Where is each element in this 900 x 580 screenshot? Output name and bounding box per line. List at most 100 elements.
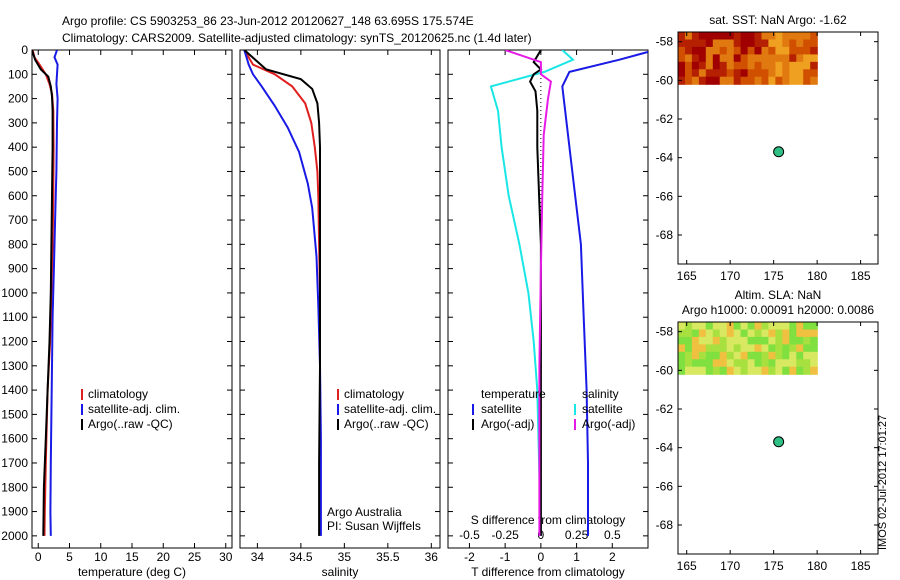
map-field-cell <box>719 351 728 360</box>
map-field-cell <box>789 54 797 63</box>
map-field-cell <box>761 336 770 345</box>
map-field-cell <box>719 366 728 375</box>
map-field-cell <box>740 69 749 78</box>
y-tick-label: 100 <box>8 67 28 81</box>
map-field-cell <box>691 69 700 78</box>
map-field-cell <box>789 336 797 345</box>
y-tick-label: -58 <box>656 35 674 49</box>
x-tick-label: 35.5 <box>376 550 400 564</box>
series-line-salinity-satellite <box>561 50 648 536</box>
x-tick-label: 30 <box>219 550 233 564</box>
map-field-cell <box>775 322 783 331</box>
map-field-cell <box>789 329 797 338</box>
y-tick-label: 200 <box>8 92 28 106</box>
map-field-cell <box>768 69 776 78</box>
map-field-cell <box>810 69 818 78</box>
map-field-cell <box>691 336 700 345</box>
map-field-cell <box>761 76 770 85</box>
map-field-cell <box>775 32 783 41</box>
map-field-cell <box>726 344 735 353</box>
map-field-cell <box>719 39 728 48</box>
x-tick-label: 0 <box>538 550 545 564</box>
sla-map-panel: 165 170 175 180 185 -58 -60 -62 -64 -66 -68 Altim. … <box>656 288 879 573</box>
map-field-cell <box>705 32 714 41</box>
map-field-cell <box>740 329 749 338</box>
y-tick-label: 1700 <box>1 456 28 470</box>
map-field-cell <box>719 69 728 78</box>
map-field-cell <box>775 344 783 353</box>
map-field-cell <box>747 366 756 375</box>
map-field-cell <box>810 61 818 70</box>
map-field-cell <box>705 351 714 360</box>
map-field-cell <box>754 366 763 375</box>
map-field-cell <box>685 54 693 63</box>
y-tick-label: -66 <box>656 479 674 493</box>
map-field-cell <box>747 46 756 55</box>
map-field-cell <box>733 359 742 368</box>
map-field-cell <box>733 322 742 331</box>
map-field-cell <box>803 39 811 48</box>
map-field-cell <box>678 359 686 368</box>
x-tick-label: 34 <box>251 550 265 564</box>
series-line-temperature-t_satellite <box>489 50 575 536</box>
figure-title-line1: Argo profile: CS 5903253_86 23-Jun-2012 … <box>62 14 474 28</box>
map-field-cell <box>712 366 721 375</box>
map-field-cell <box>740 76 749 85</box>
map-field-cell <box>733 54 742 63</box>
map-field-cell <box>726 32 735 41</box>
map-field-cell <box>810 32 818 41</box>
map-field-cell <box>726 54 735 63</box>
y-tick-label: 400 <box>8 140 28 154</box>
map-field-cell <box>726 46 735 55</box>
map-field-cell <box>768 336 776 345</box>
y-tick-label: 800 <box>8 237 28 251</box>
x-tick-label: 34.5 <box>289 550 313 564</box>
map-field-cell <box>678 32 686 41</box>
map-field-cell <box>740 54 749 63</box>
map-field-cell <box>733 329 742 338</box>
x2-tick-label: 0.5 <box>604 528 621 542</box>
legend-entry-temperature: satellite <box>481 402 522 416</box>
x-tick-label: 20 <box>157 550 171 564</box>
x-axis-label: salinity <box>322 565 359 579</box>
plot-frame <box>239 49 441 549</box>
map-field-cell <box>691 366 700 375</box>
map-field-cell <box>803 366 811 375</box>
x-tick-label: 185 <box>851 559 871 573</box>
map-field-cell <box>761 46 770 55</box>
x-tick-label: 175 <box>764 269 784 283</box>
map-field-cell <box>691 39 700 48</box>
map-field-cell <box>747 61 756 70</box>
map-field-cell <box>685 329 693 338</box>
map-field-cell <box>754 46 763 55</box>
map-field-cell <box>768 39 776 48</box>
map-field-cell <box>705 359 714 368</box>
map-field-cell <box>698 32 707 41</box>
map-field-cell <box>775 39 783 48</box>
x-tick-label: 180 <box>807 269 827 283</box>
y-tick-label: -66 <box>656 189 674 203</box>
map-field-cell <box>705 322 714 331</box>
map-field-cell <box>761 366 770 375</box>
map-field-cell <box>761 351 770 360</box>
map-field-cell <box>810 76 818 85</box>
map-field-cell <box>698 322 707 331</box>
map-field-cell <box>803 344 811 353</box>
plot-stage: 0100200300400500600700800900100011001200… <box>1 13 879 579</box>
map-field-cell <box>775 46 783 55</box>
map-field-cell <box>768 322 776 331</box>
map-field-cell <box>747 344 756 353</box>
map-field-cell <box>678 46 686 55</box>
x-tick-label: 25 <box>188 550 202 564</box>
map-field-cell <box>740 359 749 368</box>
map-field-cell <box>726 359 735 368</box>
map-field-cell <box>754 351 763 360</box>
y-tick-label: 1900 <box>1 505 28 519</box>
series-line-salinity-argo_salt_adj <box>504 50 552 536</box>
map-field-cell <box>761 322 770 331</box>
map-field-cell <box>775 69 783 78</box>
map-field-cell <box>789 32 797 41</box>
map-field-cell <box>740 32 749 41</box>
map-field-cell <box>719 76 728 85</box>
y-tick-label: 700 <box>8 213 28 227</box>
